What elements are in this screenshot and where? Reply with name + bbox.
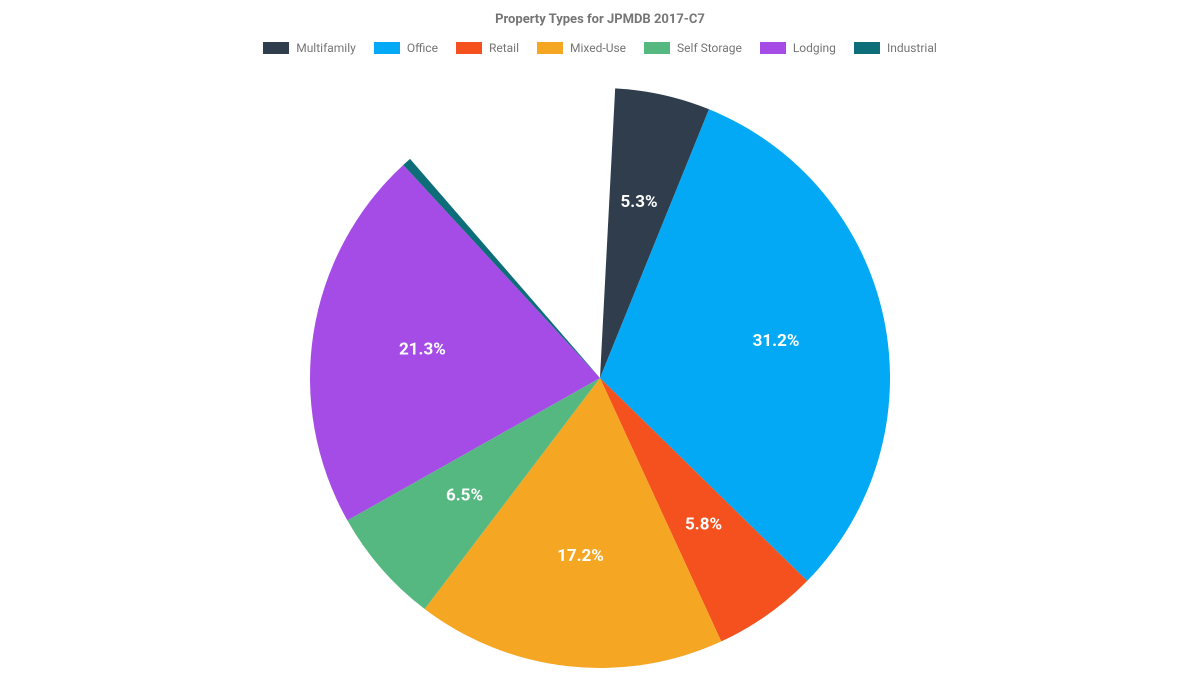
legend-swatch	[760, 42, 786, 54]
legend-label: Mixed-Use	[570, 41, 626, 55]
legend-swatch	[456, 42, 482, 54]
pie-chart-area: 5.3% 31.2% 5.8% 17.2% 6.5% 21.3%	[0, 55, 1200, 700]
legend-label: Self Storage	[677, 41, 742, 55]
legend-label: Lodging	[793, 41, 836, 55]
legend-label: Industrial	[887, 41, 937, 55]
legend-item[interactable]: Industrial	[854, 41, 937, 55]
legend-swatch	[644, 42, 670, 54]
legend-item[interactable]: Lodging	[760, 41, 836, 55]
chart-title: Property Types for JPMDB 2017-C7	[495, 12, 705, 27]
legend-item[interactable]: Self Storage	[644, 41, 742, 55]
legend-item[interactable]: Mixed-Use	[537, 41, 626, 55]
slice-label: 6.5%	[446, 485, 483, 505]
slice-label: 5.3%	[621, 191, 658, 211]
legend-item[interactable]: Multifamily	[263, 41, 356, 55]
slice-label: 31.2%	[753, 330, 800, 350]
legend-swatch	[374, 42, 400, 54]
legend-swatch	[537, 42, 563, 54]
legend-label: Retail	[489, 41, 519, 55]
slice-label: 17.2%	[557, 546, 604, 566]
chart-container: Property Types for JPMDB 2017-C7 Multifa…	[0, 0, 1200, 700]
slice-label: 5.8%	[685, 514, 722, 534]
legend-label: Multifamily	[296, 41, 356, 55]
legend-item[interactable]: Office	[374, 41, 438, 55]
legend: Multifamily Office Retail Mixed-Use Self Sto…	[263, 41, 937, 55]
legend-swatch	[854, 42, 880, 54]
pie-chart-svg: 5.3% 31.2% 5.8% 17.2% 6.5% 21.3%	[300, 78, 900, 678]
legend-item[interactable]: Retail	[456, 41, 519, 55]
legend-label: Office	[407, 41, 438, 55]
slice-label: 21.3%	[399, 339, 446, 359]
legend-swatch	[263, 42, 289, 54]
